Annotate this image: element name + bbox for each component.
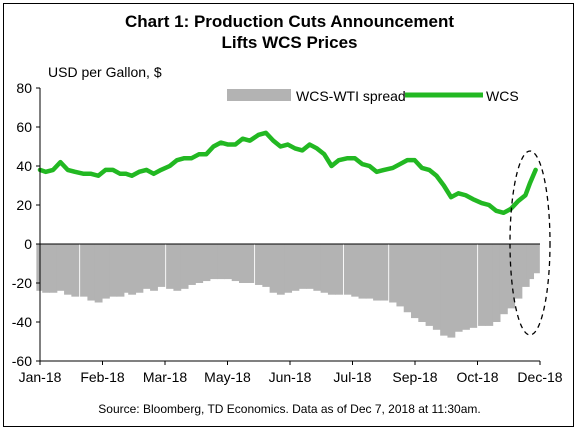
source-note: Source: Bloomberg, TD Economics. Data as… xyxy=(98,402,481,416)
y-axis-label: USD per Gallon, $ xyxy=(48,64,162,80)
chart-title: Chart 1: Production Cuts Announcement xyxy=(125,12,454,31)
spread-bar xyxy=(291,244,300,291)
wcs-line xyxy=(37,130,538,216)
x-tick-label: Dec-18 xyxy=(517,369,562,385)
spread-bar xyxy=(122,244,131,293)
spread-bar xyxy=(478,244,486,326)
x-tick-label: Jun-18 xyxy=(269,369,312,385)
spread-bar xyxy=(351,244,360,297)
x-tick-label: Jul-18 xyxy=(333,369,371,385)
highlight-ellipse xyxy=(509,150,551,336)
spread-bar xyxy=(101,244,110,299)
chart-subtitle: Lifts WCS Prices xyxy=(221,33,358,52)
spread-bar xyxy=(380,244,389,301)
spread-bar xyxy=(284,244,293,293)
spread-bar xyxy=(87,244,96,301)
spread-bar xyxy=(327,244,336,295)
spread-bar xyxy=(411,244,419,319)
spread-bar xyxy=(56,244,65,291)
spread-bar xyxy=(246,244,255,283)
y-tick-label: 40 xyxy=(16,158,32,174)
spread-bar xyxy=(499,244,508,315)
spread-bar xyxy=(135,244,144,293)
spread-bar xyxy=(532,244,540,274)
legend-label-wcs: WCS xyxy=(486,88,519,104)
spread-bar xyxy=(365,244,374,299)
spread-bar xyxy=(150,244,158,291)
spread-bar xyxy=(521,244,530,287)
spread-bar xyxy=(396,244,405,307)
spread-bar xyxy=(462,244,470,330)
spread-bar xyxy=(469,244,478,328)
spread-bar xyxy=(180,244,189,289)
spread-bar xyxy=(231,244,240,282)
spread-bar xyxy=(432,244,441,330)
spread-bar xyxy=(526,244,535,280)
spread-bar xyxy=(109,244,118,297)
legend-swatch-spread xyxy=(227,89,291,101)
chart-frame xyxy=(3,3,574,427)
spread-bar xyxy=(94,244,103,303)
y-tick-label: -20 xyxy=(12,275,32,291)
spread-bar xyxy=(335,244,344,295)
y-tick-label: -40 xyxy=(12,314,32,330)
spread-bar xyxy=(142,244,151,289)
spread-bar xyxy=(389,244,397,303)
spread-bar xyxy=(224,244,233,280)
spread-bar xyxy=(166,244,174,289)
spread-bar xyxy=(195,244,204,283)
spread-bar xyxy=(358,244,367,299)
spread-bar xyxy=(492,244,501,322)
spread-bar xyxy=(239,244,247,283)
spread-bar xyxy=(269,244,278,293)
spread-bar xyxy=(313,244,322,291)
spread-bar xyxy=(173,244,182,291)
y-tick-label: 80 xyxy=(16,80,32,96)
spread-bar xyxy=(320,244,329,293)
spread-bar xyxy=(42,244,51,293)
spread-bar xyxy=(440,244,449,336)
spread-bar xyxy=(298,244,307,289)
spread-bar xyxy=(255,244,263,285)
spread-bar xyxy=(306,244,314,289)
x-tick-label: Jan-18 xyxy=(19,369,62,385)
spread-bar xyxy=(425,244,434,326)
spread-bar xyxy=(217,244,225,280)
spread-bar xyxy=(418,244,427,322)
legend-label-spread: WCS-WTI spread xyxy=(296,88,406,104)
spread-bar xyxy=(507,244,516,309)
spread-bar xyxy=(202,244,211,282)
spread-bar xyxy=(80,244,88,297)
y-tick-label: 60 xyxy=(16,119,32,135)
spread-bar xyxy=(64,244,72,295)
spread-bar xyxy=(343,244,352,295)
y-tick-label: 0 xyxy=(24,236,32,252)
spread-bar xyxy=(514,244,523,299)
spread-bar xyxy=(187,244,196,285)
spread-bar xyxy=(373,244,381,301)
y-tick-label: -60 xyxy=(12,353,32,369)
y-tick-label: 20 xyxy=(16,197,32,213)
spread-bar xyxy=(116,244,125,297)
spread-bar xyxy=(454,244,463,332)
spread-bar xyxy=(49,244,58,293)
x-tick-label: Feb-18 xyxy=(80,369,125,385)
x-tick-label: Mar-18 xyxy=(143,369,188,385)
spread-bar xyxy=(447,244,456,338)
spread-bar xyxy=(209,244,218,280)
spread-bar xyxy=(71,244,80,297)
spread-bar xyxy=(157,244,166,287)
spread-bar xyxy=(485,244,494,326)
x-tick-label: Sep-18 xyxy=(392,369,437,385)
spread-bar xyxy=(262,244,271,287)
spread-bar xyxy=(276,244,285,295)
x-tick-label: May-18 xyxy=(204,369,251,385)
x-tick-label: Oct-18 xyxy=(456,369,498,385)
spread-bar xyxy=(128,244,137,295)
spread-bar xyxy=(403,244,412,313)
